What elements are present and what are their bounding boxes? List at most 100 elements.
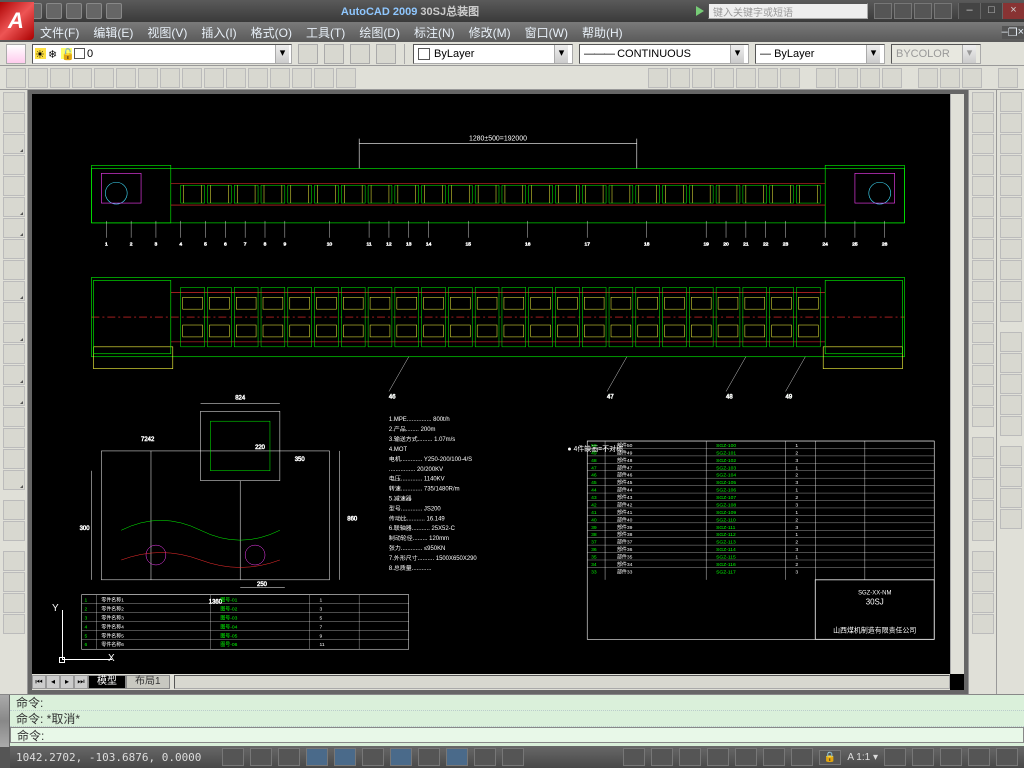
offset-icon[interactable] xyxy=(972,155,994,175)
menu-item[interactable]: 编辑(E) xyxy=(93,24,133,41)
ann-scale-lock-icon[interactable]: 🔒 xyxy=(819,750,841,765)
infocenter-search[interactable]: 键入关键字或短语 xyxy=(708,3,868,19)
trim-icon[interactable] xyxy=(972,281,994,301)
ducs-toggle[interactable] xyxy=(418,748,440,766)
tab-next-icon[interactable]: ▸ xyxy=(60,675,74,689)
bottom-view-icon[interactable] xyxy=(1000,134,1022,154)
rect-icon[interactable] xyxy=(94,68,114,88)
zoom-icon[interactable] xyxy=(735,748,757,766)
circle-icon[interactable] xyxy=(3,218,25,238)
pline-icon[interactable] xyxy=(28,68,48,88)
hatch-icon[interactable] xyxy=(116,68,136,88)
3dtorus-icon[interactable] xyxy=(758,68,778,88)
3dpyramid-icon[interactable] xyxy=(780,68,800,88)
tab-layout1[interactable]: 布局1 xyxy=(126,675,170,689)
ann-auto-icon[interactable] xyxy=(912,748,934,766)
cmd-grip-icon[interactable] xyxy=(0,695,10,747)
zoomwin-icon[interactable] xyxy=(3,593,25,613)
mtext-icon[interactable] xyxy=(3,470,25,490)
polar-toggle[interactable] xyxy=(306,748,328,766)
qview-drawings-icon[interactable] xyxy=(679,748,701,766)
tolerance-icon[interactable] xyxy=(972,551,994,571)
right-view-icon[interactable] xyxy=(1000,176,1022,196)
menu-item[interactable]: 格式(O) xyxy=(251,24,292,41)
ortho-toggle[interactable] xyxy=(278,748,300,766)
comm-center-icon[interactable] xyxy=(894,3,912,19)
pan-icon[interactable] xyxy=(3,551,25,571)
dim-aligned-icon[interactable] xyxy=(972,458,994,478)
menu-item[interactable]: 标注(N) xyxy=(414,24,455,41)
extend-icon[interactable] xyxy=(972,302,994,322)
dim-angular-icon[interactable] xyxy=(972,479,994,499)
tab-prev-icon[interactable]: ◂ xyxy=(46,675,60,689)
spline-icon[interactable] xyxy=(3,260,25,280)
drawing-canvas[interactable]: 1280±500=192000 xyxy=(32,94,964,690)
chevron-down-icon[interactable]: ▾ xyxy=(730,45,744,63)
snap-toggle[interactable] xyxy=(222,748,244,766)
scale-icon[interactable] xyxy=(972,239,994,259)
undo-icon[interactable] xyxy=(86,3,102,19)
sweep-icon[interactable] xyxy=(860,68,880,88)
menu-item[interactable]: 工具(T) xyxy=(306,24,345,41)
redo-icon[interactable] xyxy=(106,3,122,19)
union-icon[interactable] xyxy=(918,68,938,88)
stretch-icon[interactable] xyxy=(972,260,994,280)
dim-diameter-icon[interactable] xyxy=(972,521,994,541)
pan-icon[interactable] xyxy=(707,748,729,766)
move-icon[interactable] xyxy=(972,197,994,217)
fillet-icon[interactable] xyxy=(972,386,994,406)
ellipse-icon[interactable] xyxy=(3,281,25,301)
menu-item[interactable]: 窗口(W) xyxy=(525,24,568,41)
3dcyl-icon[interactable] xyxy=(736,68,756,88)
menu-item[interactable]: 修改(M) xyxy=(469,24,511,41)
named-views-icon[interactable] xyxy=(1000,92,1022,112)
subtract-icon[interactable] xyxy=(940,68,960,88)
materials-icon[interactable] xyxy=(1000,467,1022,487)
menu-item[interactable]: 帮助(H) xyxy=(582,24,623,41)
2dwire-icon[interactable] xyxy=(1000,332,1022,352)
3dsphere-icon[interactable] xyxy=(714,68,734,88)
menu-item[interactable]: 视图(V) xyxy=(147,24,187,41)
intersect-icon[interactable] xyxy=(962,68,982,88)
chevron-down-icon[interactable]: ▾ xyxy=(275,45,289,63)
block-icon[interactable] xyxy=(182,68,202,88)
tab-last-icon[interactable]: ⏭ xyxy=(74,675,88,689)
left-view-icon[interactable] xyxy=(1000,155,1022,175)
ann-vis-icon[interactable] xyxy=(884,748,906,766)
save-icon[interactable] xyxy=(46,3,62,19)
join-icon[interactable] xyxy=(972,344,994,364)
print-icon[interactable] xyxy=(66,3,82,19)
menu-item[interactable]: 绘图(D) xyxy=(359,24,400,41)
osnap-toggle[interactable] xyxy=(334,748,356,766)
circle-icon[interactable] xyxy=(50,68,70,88)
hidden-icon[interactable] xyxy=(1000,374,1022,394)
extrude-icon[interactable] xyxy=(816,68,836,88)
table-icon[interactable] xyxy=(204,68,224,88)
workspace-switch-icon[interactable] xyxy=(940,748,962,766)
3dosnap-toggle[interactable] xyxy=(362,748,384,766)
3dwire-icon[interactable] xyxy=(1000,353,1022,373)
3dcone-icon[interactable] xyxy=(692,68,712,88)
region-icon[interactable] xyxy=(248,68,268,88)
erase-icon[interactable] xyxy=(972,92,994,112)
infocenter-play-icon[interactable] xyxy=(696,6,704,16)
gradient-icon[interactable] xyxy=(3,407,25,427)
linetype-combo[interactable]: ——— CONTINUOUS ▾ xyxy=(579,44,749,64)
se-iso-icon[interactable] xyxy=(1000,260,1022,280)
centermark-icon[interactable] xyxy=(972,572,994,592)
grid-toggle[interactable] xyxy=(250,748,272,766)
layer-combo[interactable]: ☀ ❄ 🔓 0 ▾ xyxy=(32,44,292,64)
color-combo[interactable]: ByLayer ▾ xyxy=(413,44,573,64)
clean-screen-icon[interactable] xyxy=(996,748,1018,766)
horizontal-scrollbar[interactable] xyxy=(174,675,950,689)
otrack-toggle[interactable] xyxy=(390,748,412,766)
explode-icon[interactable] xyxy=(972,407,994,427)
spline-icon[interactable] xyxy=(292,68,312,88)
back-view-icon[interactable] xyxy=(1000,218,1022,238)
point-icon[interactable] xyxy=(160,68,180,88)
steering-wheel-icon[interactable] xyxy=(763,748,785,766)
lineweight-combo[interactable]: — ByLayer ▾ xyxy=(755,44,885,64)
dim-radius-icon[interactable] xyxy=(972,500,994,520)
search-icon[interactable] xyxy=(874,3,892,19)
wipeout-icon[interactable] xyxy=(336,68,356,88)
